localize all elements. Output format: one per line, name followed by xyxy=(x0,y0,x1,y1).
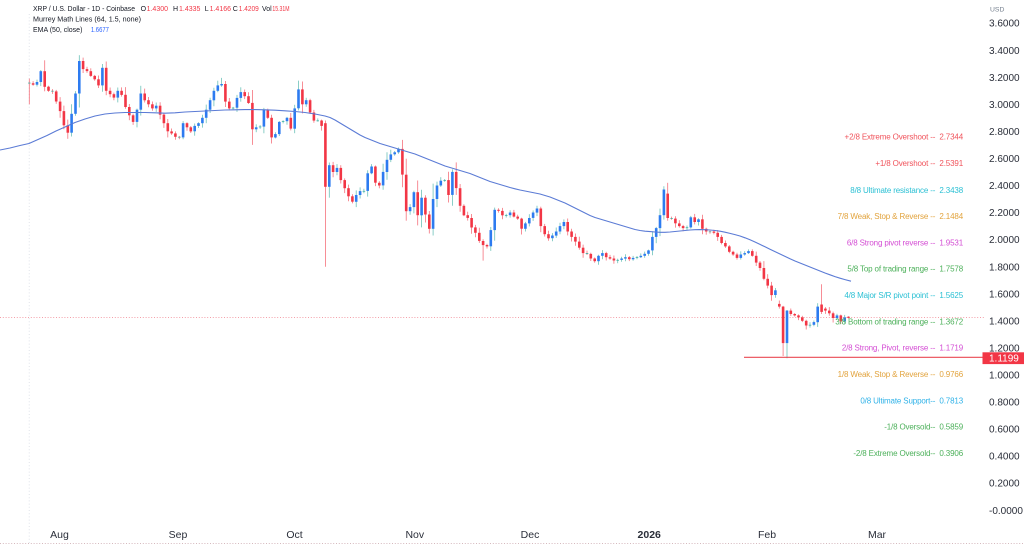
svg-text:1.4300: 1.4300 xyxy=(147,6,169,13)
svg-text:3.4000: 3.4000 xyxy=(989,46,1020,57)
svg-text:Aug: Aug xyxy=(50,529,69,541)
svg-text:2.6000: 2.6000 xyxy=(989,154,1020,165)
svg-text:1.8000: 1.8000 xyxy=(989,262,1020,273)
svg-text:-0.0000: -0.0000 xyxy=(989,506,1023,517)
svg-text:1.4000: 1.4000 xyxy=(989,316,1020,327)
svg-text:1.4166: 1.4166 xyxy=(210,6,232,13)
svg-text:15.31M: 15.31M xyxy=(272,6,289,13)
svg-text:3.2000: 3.2000 xyxy=(989,73,1020,84)
svg-text:L: L xyxy=(205,6,209,13)
svg-text:Vol: Vol xyxy=(262,6,272,13)
svg-text:C: C xyxy=(233,6,238,13)
svg-text:5/8 Top of trading range -- 1: 5/8 Top of trading range -- 1.7578 xyxy=(847,265,963,274)
svg-text:3.0000: 3.0000 xyxy=(989,100,1020,111)
svg-text:2.8000: 2.8000 xyxy=(989,127,1020,138)
svg-text:XRP / U.S. Dollar - 1D - Coinb: XRP / U.S. Dollar - 1D - Coinbase xyxy=(33,6,135,13)
svg-text:1.2000: 1.2000 xyxy=(989,343,1020,354)
svg-text:0.8000: 0.8000 xyxy=(989,398,1020,409)
svg-text:1.4335: 1.4335 xyxy=(179,6,201,13)
svg-text:8/8 Ultimate resistance -- 2.: 8/8 Ultimate resistance -- 2.3438 xyxy=(850,186,963,195)
svg-text:EMA (50, close): EMA (50, close) xyxy=(33,27,82,34)
svg-text:Oct: Oct xyxy=(286,529,302,541)
svg-text:+2/8 Extreme Overshoot -- 2.7: +2/8 Extreme Overshoot -- 2.7344 xyxy=(845,133,964,142)
svg-text:2/8 Strong, Pivot, reverse --: 2/8 Strong, Pivot, reverse -- 1.1719 xyxy=(842,344,964,353)
svg-text:1.0000: 1.0000 xyxy=(989,371,1020,382)
svg-text:0.6000: 0.6000 xyxy=(989,425,1020,436)
svg-text:+1/8 Overshoot -- 2.5391: +1/8 Overshoot -- 2.5391 xyxy=(875,159,963,168)
svg-text:Nov: Nov xyxy=(405,529,424,541)
svg-text:0.4000: 0.4000 xyxy=(989,452,1020,463)
svg-text:1.4209: 1.4209 xyxy=(239,6,259,13)
svg-text:6/8 Strong pivot reverse -- 1: 6/8 Strong pivot reverse -- 1.9531 xyxy=(847,238,964,247)
svg-text:2.4000: 2.4000 xyxy=(989,181,1020,192)
svg-text:Murrey Math Lines (64, 1.5, no: Murrey Math Lines (64, 1.5, none) xyxy=(33,17,141,24)
svg-text:2026: 2026 xyxy=(638,529,662,541)
svg-text:O: O xyxy=(141,6,147,13)
svg-text:2.0000: 2.0000 xyxy=(989,235,1020,246)
svg-text:H: H xyxy=(173,6,178,13)
svg-text:0/8 Ultimate Support-- 0.7813: 0/8 Ultimate Support-- 0.7813 xyxy=(860,397,963,406)
svg-text:3/8 Bottom of trading range --: 3/8 Bottom of trading range -- 1.3672 xyxy=(835,318,963,327)
svg-text:7/8 Weak, Stop & Reverse -- 2: 7/8 Weak, Stop & Reverse -- 2.1484 xyxy=(838,212,964,221)
svg-text:-2/8 Extreme Oversold-- 0.390: -2/8 Extreme Oversold-- 0.3906 xyxy=(853,449,963,458)
svg-text:Mar: Mar xyxy=(868,529,887,541)
svg-text:4/8 Major S/R pivot point --: 4/8 Major S/R pivot point -- 1.5625 xyxy=(844,291,963,300)
svg-text:-1/8 Oversold-- 0.5859: -1/8 Oversold-- 0.5859 xyxy=(884,423,964,432)
svg-text:1.6000: 1.6000 xyxy=(989,289,1020,300)
svg-text:Sep: Sep xyxy=(169,529,188,541)
svg-text:0.2000: 0.2000 xyxy=(989,479,1020,490)
svg-text:Dec: Dec xyxy=(521,529,540,541)
svg-text:1.1199: 1.1199 xyxy=(989,354,1019,365)
svg-text:3.6000: 3.6000 xyxy=(989,19,1020,30)
svg-text:USD: USD xyxy=(990,7,1004,14)
svg-text:Feb: Feb xyxy=(758,529,776,541)
svg-text:1/8 Weak, Stop & Reverse -- 0: 1/8 Weak, Stop & Reverse -- 0.9766 xyxy=(838,370,964,379)
svg-text:2.2000: 2.2000 xyxy=(989,208,1020,219)
svg-text:1.6677: 1.6677 xyxy=(91,27,109,34)
